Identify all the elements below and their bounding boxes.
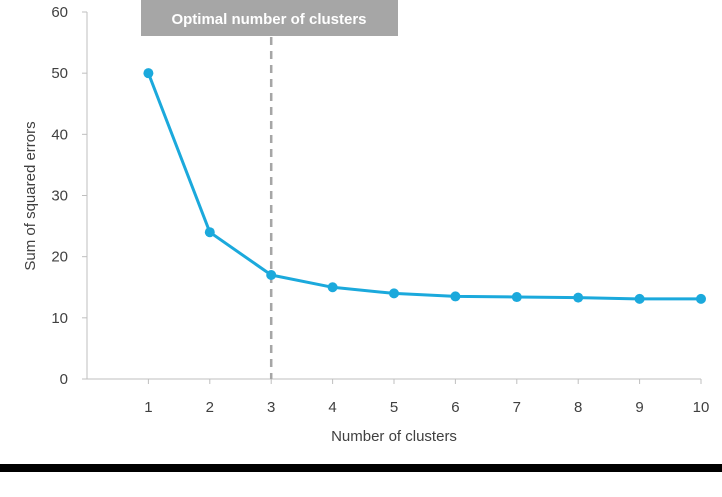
y-tick-label: 30 [51,188,68,205]
x-tick-label: 3 [267,399,275,416]
x-tick-label: 7 [513,399,521,416]
y-tick-label: 60 [51,4,68,21]
data-point [327,282,338,293]
y-tick-label: 50 [51,65,68,82]
x-axis-title: Number of clusters [331,428,457,445]
annotation-layer: Optimal number of clusters [141,0,398,379]
y-tick-label: 0 [60,371,68,388]
data-point [634,293,645,304]
y-tick-label: 10 [51,310,68,327]
y-tick-label: 20 [51,249,68,266]
series-line [147,72,701,301]
x-tick-label: 5 [390,399,398,416]
data-point [511,292,522,303]
data-point [204,227,215,238]
data-point [696,293,706,304]
data-point [266,270,277,281]
x-tick-label: 1 [144,399,152,416]
y-axis-title: Sum of squared errors [22,121,39,270]
x-tick-label: 6 [451,399,459,416]
data-point [573,292,584,303]
x-tick-label: 10 [693,399,710,416]
y-tick-label: 40 [51,126,68,143]
bottom-border-bar [0,464,722,472]
x-tick-label: 9 [635,399,643,416]
annotation-label-box [141,0,398,36]
data-point [143,68,154,79]
label-layer: 0 10 20 30 40 50 60 1 2 3 4 5 6 7 8 9 10 Number of cluste… [22,4,709,445]
x-tick-label: 4 [328,399,336,416]
series-layer [143,68,706,304]
data-point [450,291,461,302]
axes-layer [82,11,702,384]
annotation-label-text: Optimal number of clusters [171,11,366,28]
x-tick-label: 2 [206,399,214,416]
x-tick-label: 8 [574,399,582,416]
data-point [389,288,399,299]
